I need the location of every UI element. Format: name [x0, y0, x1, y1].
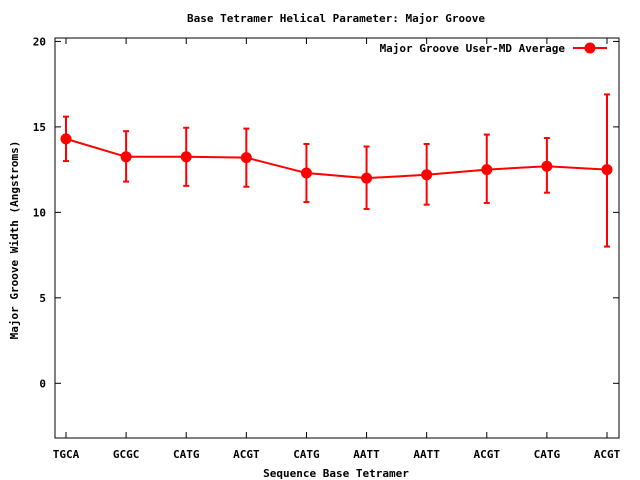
x-tick-label: ACGT: [474, 448, 501, 461]
x-tick-label: CATG: [293, 448, 320, 461]
y-tick-label: 5: [39, 292, 46, 305]
data-point: [120, 151, 132, 163]
series-line: [65, 137, 608, 180]
y-tick-label: 10: [33, 206, 46, 219]
y-tick-label: 0: [39, 377, 46, 390]
x-tick-label: AATT: [413, 448, 440, 461]
data-point: [60, 133, 72, 145]
y-tick-label: 15: [33, 121, 46, 134]
x-tick-label: GCGC: [113, 448, 140, 461]
x-tick-label: CATG: [534, 448, 561, 461]
x-tick-label: ACGT: [594, 448, 621, 461]
plot-frame: [54, 37, 620, 439]
series-layer: [60, 93, 613, 248]
data-point: [541, 160, 553, 172]
x-tick-label: CATG: [173, 448, 200, 461]
x-axis-label: Sequence Base Tetramer: [263, 467, 409, 480]
data-point: [300, 167, 312, 179]
data-point: [481, 164, 493, 176]
data-point: [601, 164, 613, 176]
data-point: [240, 152, 252, 164]
y-axis-label: Major Groove Width (Angstroms): [8, 141, 21, 340]
data-point: [361, 172, 373, 184]
legend-label: Major Groove User-MD Average: [380, 42, 566, 55]
legend-marker: [584, 42, 596, 54]
x-tick-label: TGCA: [53, 448, 80, 461]
data-point: [180, 151, 192, 163]
y-tick-label: 20: [33, 35, 46, 48]
data-point: [421, 169, 433, 181]
chart-title: Base Tetramer Helical Parameter: Major G…: [187, 12, 485, 25]
x-tick-label: ACGT: [233, 448, 260, 461]
legend: Major Groove User-MD Average: [380, 42, 607, 55]
x-tick-label: AATT: [353, 448, 380, 461]
axis-ticks: 0 5 10 15 20 TGCA GCGC CATG ACGT CATG AATT AATT ACGT…: [33, 35, 621, 461]
